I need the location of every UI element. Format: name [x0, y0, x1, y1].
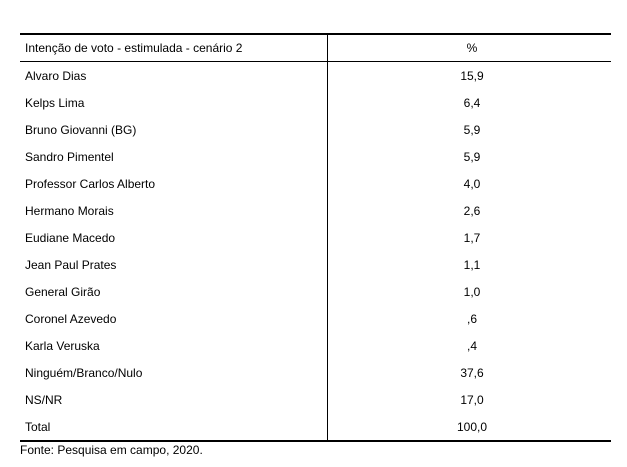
- table-row: Eudiane Macedo 1,7: [20, 224, 611, 251]
- candidate-cell: Hermano Morais: [20, 197, 328, 224]
- percent-cell: 6,4: [463, 95, 481, 110]
- percent-cell: 15,9: [460, 68, 484, 83]
- candidate-cell: Coronel Azevedo: [20, 305, 328, 332]
- table-head: Intenção de voto - estimulada - cenário …: [20, 34, 611, 62]
- percent-cell: 37,6: [460, 365, 484, 380]
- table-row: NS/NR 17,0: [20, 386, 611, 413]
- table-row: Hermano Morais 2,6: [20, 197, 611, 224]
- header-cell: Intenção de voto - estimulada - cenário …: [20, 34, 328, 62]
- table-row: Alvaro Dias 15,9: [20, 61, 611, 89]
- source-note: Fonte: Pesquisa em campo, 2020.: [20, 443, 203, 457]
- results-table: Intenção de voto - estimulada - cenário …: [20, 33, 611, 442]
- candidate-cell: Jean Paul Prates: [20, 251, 328, 278]
- table-row: Total 100,0: [20, 413, 611, 441]
- percent-cell: 2,6: [463, 203, 481, 218]
- header-cell: %: [327, 34, 611, 62]
- percent-cell: 100,0: [456, 419, 488, 434]
- table-row: Bruno Giovanni (BG) 5,9: [20, 116, 611, 143]
- candidate-cell: Karla Veruska: [20, 332, 328, 359]
- candidate-cell: Total: [20, 413, 328, 441]
- table-row: Sandro Pimentel 5,9: [20, 143, 611, 170]
- candidate-cell: Ninguém/Branco/Nulo: [20, 359, 328, 386]
- candidate-cell: Kelps Lima: [20, 89, 328, 116]
- candidate-cell: Bruno Giovanni (BG): [20, 116, 328, 143]
- percent-cell: 5,9: [463, 122, 481, 137]
- candidate-cell: Sandro Pimentel: [20, 143, 328, 170]
- table-row: Ninguém/Branco/Nulo 37,6: [20, 359, 611, 386]
- percent-cell: 17,0: [460, 392, 484, 407]
- table-row: Kelps Lima 6,4: [20, 89, 611, 116]
- candidate-cell: Alvaro Dias: [20, 61, 328, 89]
- table-row: Jean Paul Prates 1,1: [20, 251, 611, 278]
- table-body: Alvaro Dias 15,9 Kelps Lima 6,4 Bruno Giovan…: [20, 61, 611, 441]
- percent-cell: 4,0: [463, 176, 481, 191]
- percent-cell: 5,9: [463, 149, 481, 164]
- table-row: Professor Carlos Alberto 4,0: [20, 170, 611, 197]
- candidate-cell: NS/NR: [20, 386, 328, 413]
- percent-cell: ,4: [466, 338, 477, 353]
- table-row: Coronel Azevedo ,6: [20, 305, 611, 332]
- candidate-cell: General Girão: [20, 278, 328, 305]
- candidate-cell: Eudiane Macedo: [20, 224, 328, 251]
- table-row: General Girão 1,0: [20, 278, 611, 305]
- candidate-cell: Professor Carlos Alberto: [20, 170, 328, 197]
- percent-cell: 1,7: [463, 230, 481, 245]
- percent-cell: 1,1: [463, 257, 481, 272]
- table-row: Karla Veruska ,4: [20, 332, 611, 359]
- percent-cell: ,6: [466, 311, 477, 326]
- percent-cell: 1,0: [463, 284, 481, 299]
- header-row: Intenção de voto - estimulada - cenário …: [20, 34, 611, 62]
